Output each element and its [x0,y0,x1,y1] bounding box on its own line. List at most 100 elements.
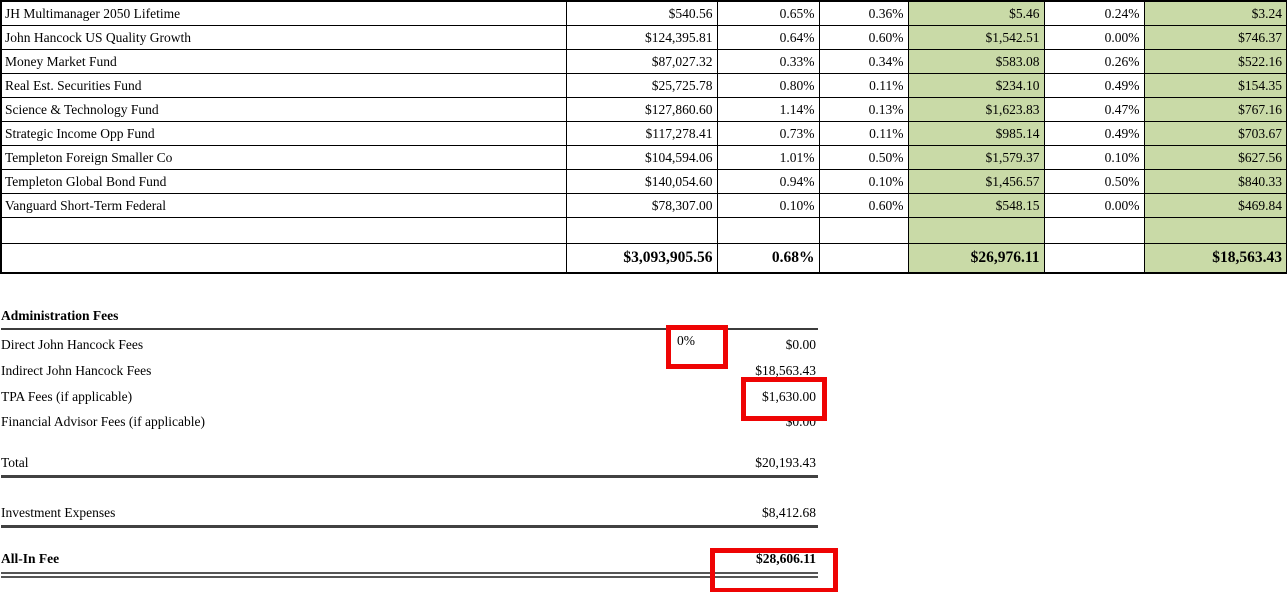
amount-cell-highlighted: $1,542.51 [907,25,1045,50]
balance-cell: $87,027.32 [565,49,718,74]
pct-cell: 0.64% [716,25,820,50]
blank-cell [1043,243,1145,274]
amount-cell-highlighted: $154.35 [1143,73,1287,98]
pct-cell: 0.00% [1043,193,1145,218]
blank-cell [0,217,567,244]
fund-row: Strategic Income Opp Fund $117,278.41 0.… [0,121,1287,146]
fee-row-all-in: All-In Fee $28,606.11 [1,551,818,578]
fund-row: Vanguard Short-Term Federal $78,307.00 0… [0,193,1287,218]
pct-cell: 0.10% [818,169,909,194]
blank-cell [818,243,909,274]
fund-row: Science & Technology Fund $127,860.60 1.… [0,97,1287,122]
pct-cell: 0.13% [818,97,909,122]
blank-cell [818,217,909,244]
total-amount-cell-highlighted: $18,563.43 [1143,243,1287,274]
amount-cell-highlighted: $1,456.57 [907,169,1045,194]
fee-label: Direct John Hancock Fees [1,337,144,352]
total-balance-cell: $3,093,905.56 [565,243,718,274]
fund-fee-table: JH Multimanager 2050 Lifetime $540.56 0.… [0,0,1287,274]
pct-cell: 0.49% [1043,73,1145,98]
fee-row-tpa: TPA Fees (if applicable) $1,630.00 [1,389,818,407]
blank-cell [716,217,820,244]
fund-row: Templeton Foreign Smaller Co $104,594.06… [0,145,1287,170]
fund-row: JH Multimanager 2050 Lifetime $540.56 0.… [0,0,1287,26]
pct-cell: 0.24% [1043,0,1145,26]
fund-name-cell: Science & Technology Fund [0,97,567,122]
amount-cell-highlighted: $703.67 [1143,121,1287,146]
fee-row-indirect: Indirect John Hancock Fees $18,563.43 [1,363,818,381]
fee-row-financial-advisor: Financial Advisor Fees (if applicable) $… [1,414,818,432]
amount-cell-highlighted: $1,579.37 [907,145,1045,170]
pct-cell: 0.50% [818,145,909,170]
fee-label: Indirect John Hancock Fees [1,363,152,378]
pct-cell: 0.26% [1043,49,1145,74]
fund-row: Real Est. Securities Fund $25,725.78 0.8… [0,73,1287,98]
amount-cell-highlighted: $5.46 [907,0,1045,26]
fee-value: $0.00 [785,414,816,429]
fund-name-cell: John Hancock US Quality Growth [0,25,567,50]
pct-cell: 0.11% [818,73,909,98]
blank-cell-highlighted [907,217,1045,244]
balance-cell: $140,054.60 [565,169,718,194]
amount-cell-highlighted: $840.33 [1143,169,1287,194]
blank-cell [1043,217,1145,244]
amount-cell-highlighted: $469.84 [1143,193,1287,218]
total-value: $20,193.43 [755,455,816,470]
pct-cell: 0.36% [818,0,909,26]
all-in-fee-value: $28,606.11 [755,551,816,566]
fee-label: TPA Fees (if applicable) [1,389,133,404]
blank-cell [0,243,567,274]
amount-cell-highlighted: $583.08 [907,49,1045,74]
balance-cell: $127,860.60 [565,97,718,122]
blank-cell [565,217,718,244]
fund-name-cell: Vanguard Short-Term Federal [0,193,567,218]
fee-row-investment-expenses: Investment Expenses $8,412.68 [1,505,818,528]
amount-cell-highlighted: $1,623.83 [907,97,1045,122]
pct-cell: 0.47% [1043,97,1145,122]
total-amount-cell-highlighted: $26,976.11 [907,243,1045,274]
balance-cell: $117,278.41 [565,121,718,146]
amount-cell-highlighted: $767.16 [1143,97,1287,122]
pct-cell: 0.65% [716,0,820,26]
fund-name-cell: Money Market Fund [0,49,567,74]
fund-name-cell: Real Est. Securities Fund [0,73,567,98]
balance-cell: $104,594.06 [565,145,718,170]
fee-value: $1,630.00 [762,389,816,404]
pct-cell: 1.01% [716,145,820,170]
direct-fee-percent: 0% [677,333,695,348]
pct-cell: 1.14% [716,97,820,122]
fund-name-cell: JH Multimanager 2050 Lifetime [0,0,567,26]
administration-fees-section: Administration Fees Direct John Hancock … [1,308,818,592]
total-label: Total [1,455,29,470]
pct-cell: 0.60% [818,193,909,218]
amount-cell-highlighted: $627.56 [1143,145,1287,170]
investment-expenses-label: Investment Expenses [1,505,116,520]
all-in-fee-label: All-In Fee [1,551,60,566]
fee-row-total: Total $20,193.43 [1,455,818,478]
pct-cell: 0.10% [716,193,820,218]
balance-cell: $540.56 [565,0,718,26]
pct-cell: 0.50% [1043,169,1145,194]
amount-cell-highlighted: $548.15 [907,193,1045,218]
pct-cell: 0.49% [1043,121,1145,146]
amount-cell-highlighted: $234.10 [907,73,1045,98]
fee-value: $18,563.43 [755,363,816,378]
pct-cell: 0.80% [716,73,820,98]
pct-cell: 0.60% [818,25,909,50]
balance-cell: $78,307.00 [565,193,718,218]
balance-cell: $124,395.81 [565,25,718,50]
fund-row: Templeton Global Bond Fund $140,054.60 0… [0,169,1287,194]
pct-cell: 0.10% [1043,145,1145,170]
amount-cell-highlighted: $522.16 [1143,49,1287,74]
blank-cell-highlighted [1143,217,1287,244]
amount-cell-highlighted: $985.14 [907,121,1045,146]
amount-cell-highlighted: $746.37 [1143,25,1287,50]
pct-cell: 0.73% [716,121,820,146]
table-total-row: $3,093,905.56 0.68% $26,976.11 $18,563.4… [0,243,1287,274]
fund-row: John Hancock US Quality Growth $124,395.… [0,25,1287,50]
fee-label: Financial Advisor Fees (if applicable) [1,414,205,429]
investment-expenses-value: $8,412.68 [762,505,816,520]
balance-cell: $25,725.78 [565,73,718,98]
pct-cell: 0.00% [1043,25,1145,50]
